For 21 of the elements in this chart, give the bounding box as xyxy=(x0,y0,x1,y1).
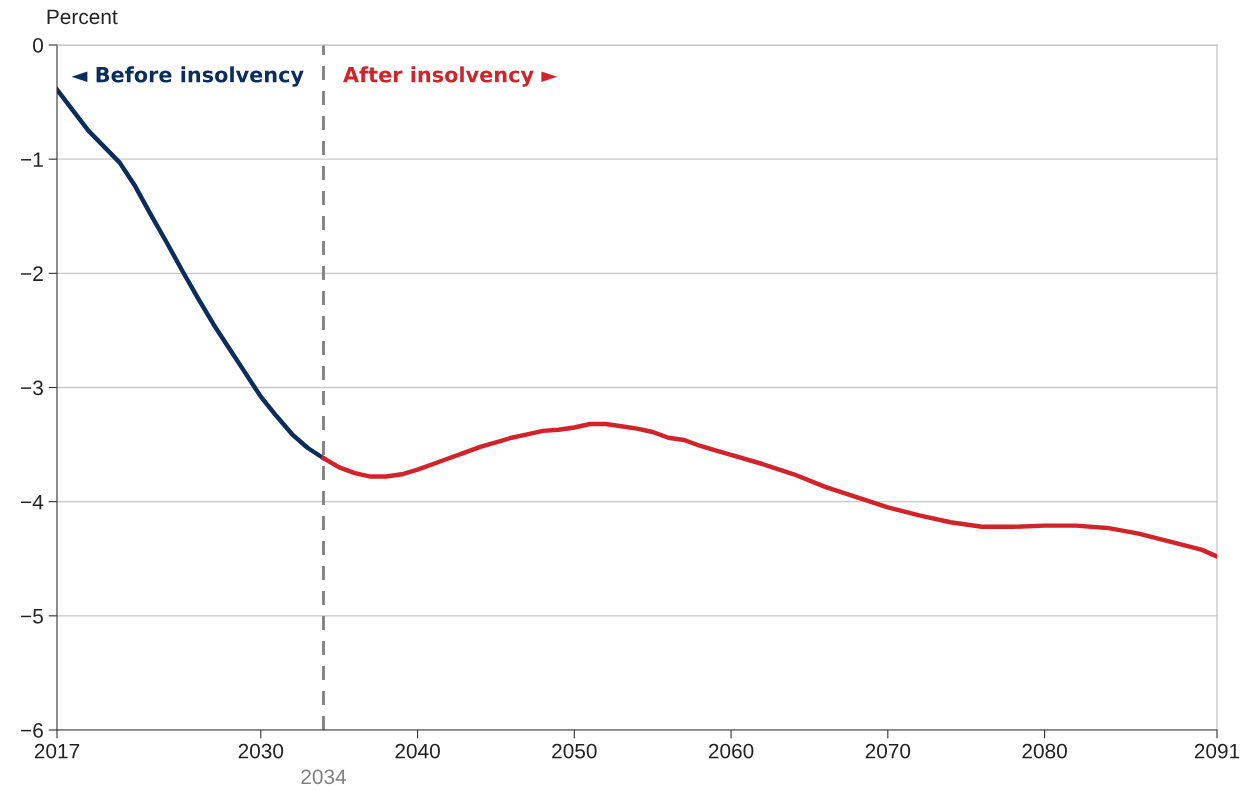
x-tick-label: 2030 xyxy=(238,743,284,759)
x-tick-label: 2091 xyxy=(1194,743,1240,759)
x-tick-label: 2080 xyxy=(1022,743,1067,759)
ref-line-label: 2034 xyxy=(301,769,347,785)
text: After insolvency ► xyxy=(343,66,558,87)
y-axis-title: Percent xyxy=(47,9,118,25)
y-tick-label: −4 xyxy=(21,494,44,510)
y-tick-label: 0 xyxy=(33,38,43,53)
x-tick-label: 2060 xyxy=(708,743,754,759)
y-tick-label: −5 xyxy=(21,609,43,624)
line-series xyxy=(57,87,326,461)
y-tick-label: −1 xyxy=(21,152,43,167)
x-tick-label: 2017 xyxy=(34,743,80,759)
y-tick-label: −6 xyxy=(21,723,43,738)
x-tick-label: 2050 xyxy=(552,743,597,759)
x-tick-label: 2040 xyxy=(395,743,440,759)
y-tick-label: −3 xyxy=(21,380,43,396)
series-label: ◄ Before insolvency xyxy=(71,66,304,87)
y-tick-label: −2 xyxy=(21,266,43,281)
line-series xyxy=(321,421,1217,559)
x-tick-label: 2070 xyxy=(865,743,911,759)
